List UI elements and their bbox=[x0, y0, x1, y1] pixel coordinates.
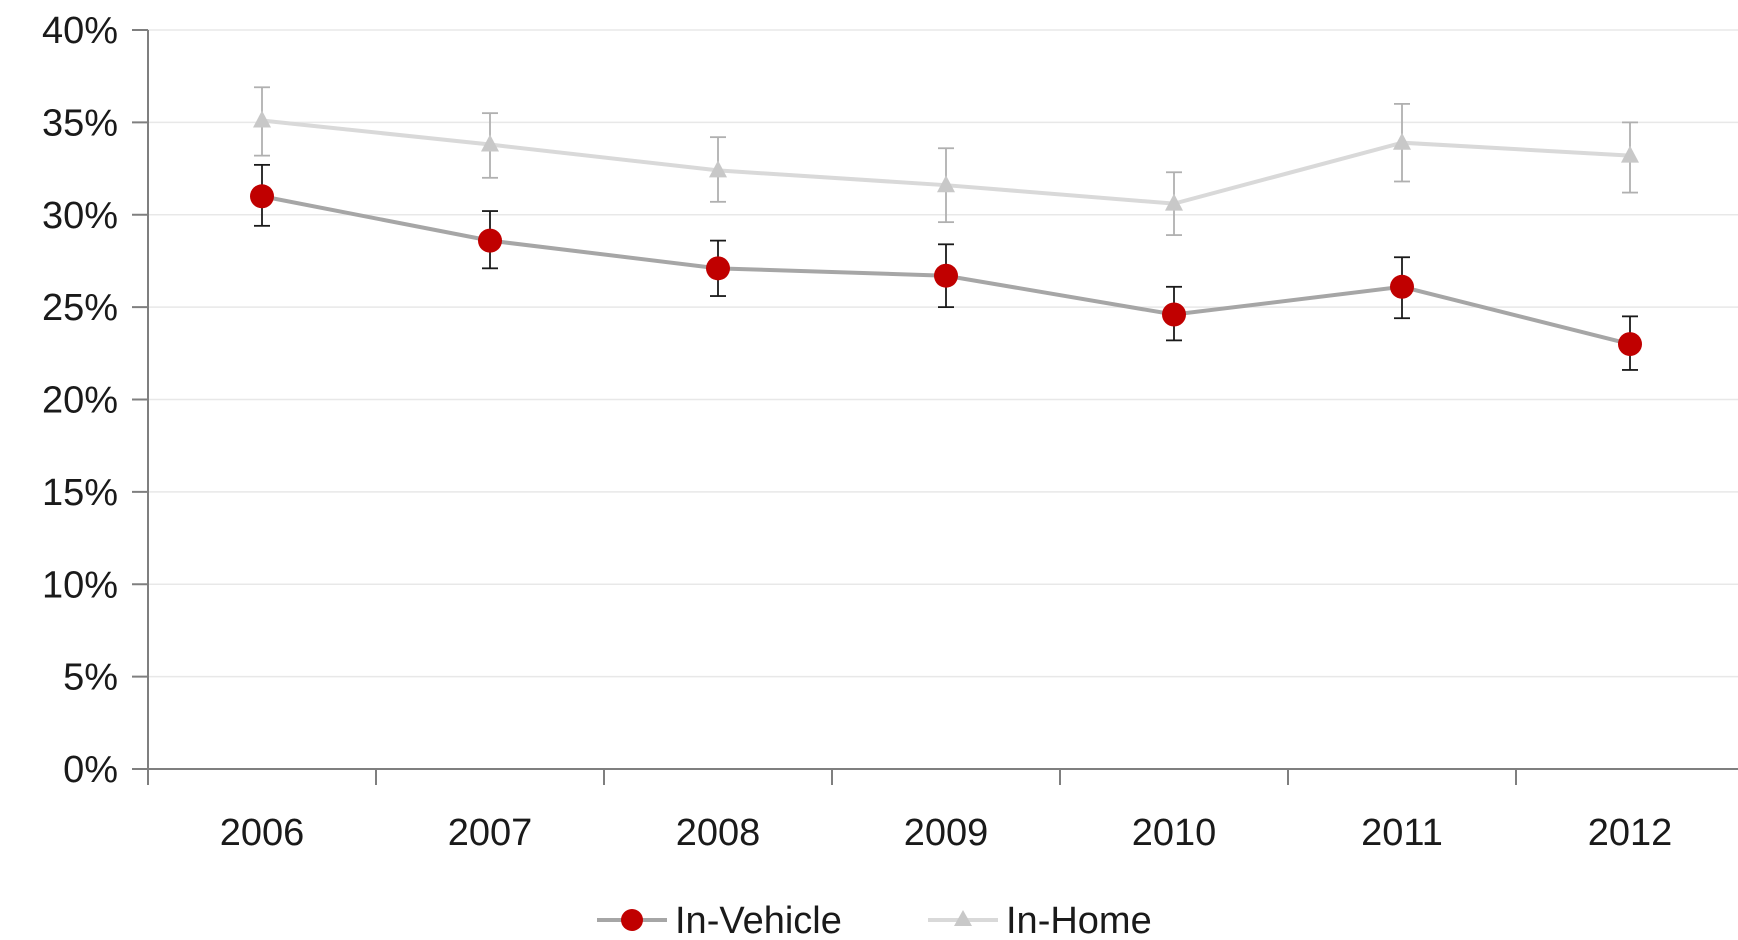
legend-marker-in-home bbox=[954, 910, 972, 926]
x-tick-label: 2010 bbox=[1132, 812, 1217, 854]
y-tick-label: 30% bbox=[42, 195, 118, 237]
series-in-vehicle bbox=[250, 163, 1642, 371]
data-point-in-vehicle bbox=[934, 263, 958, 288]
data-point-in-vehicle bbox=[478, 228, 502, 253]
y-tick-label: 0% bbox=[63, 749, 118, 791]
data-point-in-vehicle bbox=[250, 184, 274, 209]
y-tick-label: 20% bbox=[42, 380, 118, 422]
data-point-in-home bbox=[1621, 145, 1639, 163]
legend-label-in-home: In-Home bbox=[1006, 900, 1152, 940]
legend: In-Vehicle In-Home bbox=[597, 900, 1152, 940]
x-tick-label: 2006 bbox=[220, 812, 305, 854]
data-point-in-home bbox=[1393, 132, 1411, 150]
x-tick-label: 2007 bbox=[448, 812, 533, 854]
x-tick-label: 2011 bbox=[1361, 812, 1443, 854]
data-point-in-vehicle bbox=[1162, 302, 1186, 327]
data-point-in-home bbox=[253, 110, 271, 128]
y-tick-label: 35% bbox=[42, 102, 118, 144]
data-point-in-vehicle bbox=[1390, 274, 1414, 299]
x-tick-label: 2009 bbox=[904, 812, 989, 854]
series-in-home bbox=[253, 86, 1639, 236]
y-axis-ticks: 0% 5% 10% 15% 20% 25% 30% 35% 40% bbox=[42, 10, 148, 791]
y-tick-label: 5% bbox=[63, 657, 118, 699]
y-tick-label: 25% bbox=[42, 287, 118, 329]
x-tick-label: 2008 bbox=[676, 812, 761, 854]
y-tick-label: 10% bbox=[42, 564, 118, 606]
data-point-in-vehicle bbox=[1618, 332, 1642, 357]
series-layer bbox=[250, 86, 1642, 371]
y-tick-label: 40% bbox=[42, 10, 118, 52]
data-point-in-home bbox=[481, 134, 499, 152]
legend-marker-in-vehicle bbox=[621, 909, 643, 931]
y-tick-label: 15% bbox=[42, 472, 118, 514]
legend-item-in-vehicle: In-Vehicle bbox=[597, 900, 842, 940]
x-tick-label: 2012 bbox=[1588, 812, 1673, 854]
legend-label-in-vehicle: In-Vehicle bbox=[675, 900, 842, 940]
data-point-in-home bbox=[709, 160, 727, 178]
legend-item-in-home: In-Home bbox=[928, 900, 1152, 940]
data-point-in-home bbox=[937, 175, 955, 193]
data-point-in-home bbox=[1165, 193, 1183, 211]
data-point-in-vehicle bbox=[706, 256, 730, 281]
x-axis-ticks: 2006 2007 2008 2009 2010 2011 2012 bbox=[147, 769, 1673, 854]
gridlines bbox=[148, 29, 1738, 678]
